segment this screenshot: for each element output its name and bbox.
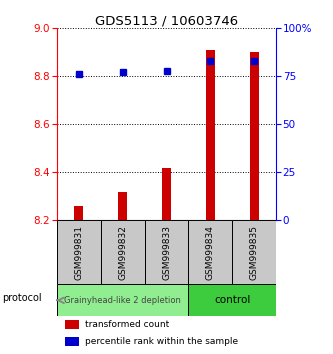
- Bar: [232, 220, 276, 284]
- Bar: [188, 284, 276, 316]
- Text: GSM999833: GSM999833: [162, 225, 171, 280]
- Text: transformed count: transformed count: [85, 320, 169, 329]
- Bar: [118, 192, 128, 220]
- Bar: [101, 220, 145, 284]
- Bar: [57, 284, 188, 316]
- Bar: [65, 320, 79, 329]
- Text: control: control: [214, 295, 251, 306]
- Text: percentile rank within the sample: percentile rank within the sample: [85, 337, 238, 347]
- Bar: [145, 220, 188, 284]
- Bar: [57, 220, 101, 284]
- Bar: [205, 50, 215, 220]
- Bar: [162, 167, 171, 220]
- Text: GSM999835: GSM999835: [250, 225, 259, 280]
- Text: GSM999832: GSM999832: [118, 225, 127, 280]
- Bar: [188, 220, 232, 284]
- Text: GSM999831: GSM999831: [74, 225, 83, 280]
- Bar: [249, 52, 259, 220]
- Text: Grainyhead-like 2 depletion: Grainyhead-like 2 depletion: [64, 296, 181, 305]
- Bar: [65, 337, 79, 346]
- Title: GDS5113 / 10603746: GDS5113 / 10603746: [95, 14, 238, 27]
- Bar: [74, 206, 84, 220]
- Text: GSM999834: GSM999834: [206, 225, 215, 280]
- Text: protocol: protocol: [2, 293, 41, 303]
